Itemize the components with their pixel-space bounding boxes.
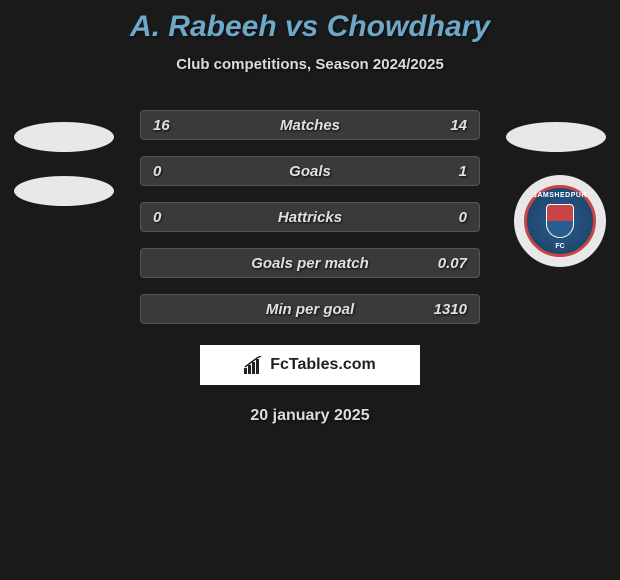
stat-bar: 0 Goals 1	[140, 156, 480, 186]
stat-bar: 16 Matches 14	[140, 110, 480, 140]
stat-label: Hattricks	[278, 209, 342, 226]
chart-icon	[244, 356, 264, 374]
stat-left-value: 0	[153, 209, 161, 226]
club-logo-top-text: JAMSHEDPUR	[533, 192, 587, 199]
stat-row-goals-per-match: Goals per match 0.07	[0, 247, 620, 279]
attribution-box[interactable]: FcTables.com	[200, 345, 420, 385]
subtitle: Club competitions, Season 2024/2025	[0, 56, 620, 73]
attribution-text: FcTables.com	[270, 356, 376, 374]
stat-row-hattricks: 0 Hattricks 0	[0, 201, 620, 233]
page-title: A. Rabeeh vs Chowdhary	[0, 0, 620, 44]
stat-label: Goals	[289, 163, 331, 180]
stat-bar: Goals per match 0.07	[140, 248, 480, 278]
stat-right-value: 1	[459, 163, 467, 180]
stat-right-value: 0	[459, 209, 467, 226]
stat-left-value: 0	[153, 163, 161, 180]
stat-bar: 0 Hattricks 0	[140, 202, 480, 232]
stat-row-goals: 0 Goals 1	[0, 155, 620, 187]
stat-bar: Min per goal 1310	[140, 294, 480, 324]
stat-label: Goals per match	[251, 255, 369, 272]
stat-row-matches: 16 Matches 14	[0, 109, 620, 141]
date-text: 20 january 2025	[0, 407, 620, 425]
stat-right-value: 0.07	[438, 255, 467, 272]
stat-label: Min per goal	[266, 301, 354, 318]
stat-left-value: 16	[153, 117, 170, 134]
stat-right-value: 14	[450, 117, 467, 134]
stat-row-min-per-goal: Min per goal 1310	[0, 293, 620, 325]
stat-right-value: 1310	[434, 301, 467, 318]
stat-label: Matches	[280, 117, 340, 134]
